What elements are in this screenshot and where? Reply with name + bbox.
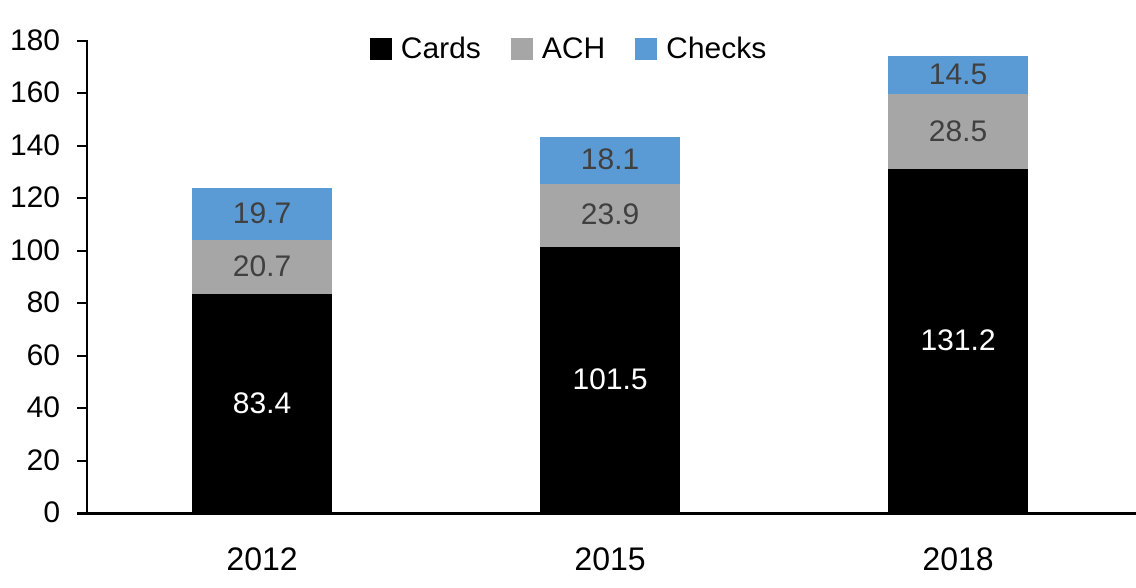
bar-value-label: 19.7 bbox=[232, 197, 292, 231]
legend-label-checks: Checks bbox=[666, 32, 767, 65]
bar-value-label: 18.1 bbox=[580, 143, 640, 177]
y-tick-label: 80 bbox=[26, 286, 60, 320]
bar-segment-2012-cards: 83.4 bbox=[192, 294, 332, 513]
y-tick-label: 180 bbox=[9, 24, 60, 57]
bar-segment-2015-cards: 101.5 bbox=[540, 246, 680, 513]
y-tick-label: 140 bbox=[9, 128, 60, 162]
legend-swatch-cards-icon bbox=[369, 38, 392, 60]
y-tick-mark bbox=[77, 197, 88, 200]
y-tick-label: 60 bbox=[26, 338, 60, 372]
y-tick-label: 0 bbox=[43, 496, 60, 529]
bar-segment-2018-checks: 14.5 bbox=[888, 56, 1028, 95]
y-tick-label: 120 bbox=[9, 181, 60, 215]
y-tick-label: 160 bbox=[9, 76, 60, 110]
bar-value-label: 14.5 bbox=[928, 58, 988, 92]
bar-segment-2018-ach: 28.5 bbox=[888, 94, 1028, 169]
chart-legend: Cards ACH Checks bbox=[0, 32, 1136, 66]
y-tick-mark bbox=[77, 407, 88, 410]
legend-item-checks: Checks bbox=[635, 32, 766, 66]
bar-2012: 83.4 20.7 19.7 bbox=[192, 188, 332, 513]
bar-segment-2015-ach: 23.9 bbox=[540, 184, 680, 247]
legend-swatch-ach-icon bbox=[510, 38, 533, 60]
bar-2018: 131.2 28.5 14.5 bbox=[888, 56, 1028, 513]
bar-segment-2012-checks: 19.7 bbox=[192, 188, 332, 241]
y-tick-label: 20 bbox=[26, 443, 60, 477]
y-tick-mark bbox=[77, 459, 88, 462]
x-axis-line bbox=[77, 512, 1136, 515]
bar-value-label: 83.4 bbox=[232, 386, 292, 420]
bar-2015: 101.5 23.9 18.1 bbox=[540, 136, 680, 513]
y-tick-mark bbox=[77, 354, 88, 357]
bar-value-label: 28.5 bbox=[928, 114, 988, 148]
bar-segment-2012-ach: 20.7 bbox=[192, 240, 332, 295]
legend-swatch-checks-icon bbox=[635, 38, 658, 60]
y-tick-mark bbox=[77, 302, 88, 305]
bar-value-label: 20.7 bbox=[232, 250, 292, 284]
y-tick-label: 100 bbox=[9, 233, 60, 267]
legend-item-cards: Cards bbox=[369, 32, 481, 66]
bar-value-label: 101.5 bbox=[572, 362, 648, 396]
bar-segment-2015-checks: 18.1 bbox=[540, 136, 680, 185]
legend-label-cards: Cards bbox=[400, 32, 481, 65]
y-tick-mark bbox=[77, 249, 88, 252]
y-tick-mark bbox=[77, 40, 88, 42]
y-axis-line bbox=[86, 41, 88, 513]
bar-segment-2018-cards: 131.2 bbox=[888, 169, 1028, 513]
bar-value-label: 23.9 bbox=[580, 198, 640, 232]
bar-value-label: 131.2 bbox=[920, 324, 996, 357]
legend-label-ach: ACH bbox=[541, 32, 606, 65]
y-tick-label: 40 bbox=[26, 391, 60, 425]
legend-item-ach: ACH bbox=[510, 32, 606, 66]
y-tick-mark bbox=[77, 92, 88, 95]
y-tick-mark bbox=[77, 144, 88, 147]
